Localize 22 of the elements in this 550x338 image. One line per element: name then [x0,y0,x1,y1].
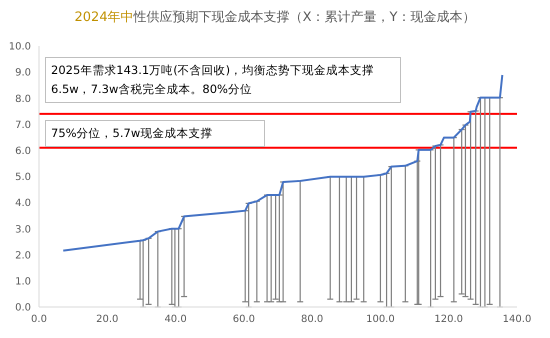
x-tick-label: 100.0 [366,314,395,326]
note-box: 2025年需求143.1万吨(不含回收)，均衡态势下现金成本支撑6.5w，7.3w含税完全成本。80%分位 [45,57,401,103]
x-tick-label: 20.0 [96,314,118,326]
y-tick-label: 7.0 [15,120,31,131]
chart-title: 2024年中性供应预期下现金成本支撑（X：累计产量，Y：现金成本） [74,9,476,26]
y-tick-label: 1.0 [15,276,31,288]
x-tick-label: 40.0 [164,314,187,326]
x-tick-label: 140.0 [502,314,532,326]
x-tick-label: 60.0 [232,314,255,326]
y-tick-label: 4.0 [15,198,31,210]
y-tick-label: 10.0 [8,42,31,53]
x-tick-label: 120.0 [434,314,464,326]
y-tick-label: 5.0 [15,172,31,184]
y-tick-label: 6.0 [15,146,31,157]
y-tick-label: 2.0 [15,250,31,262]
x-tick-label: 80.0 [301,314,324,326]
y-tick-label: 9.0 [15,68,31,79]
y-tick-label: 8.0 [15,94,31,105]
x-tick-label: 0.0 [31,314,47,326]
y-tick-label: 0.0 [15,302,31,314]
note-box: 75%分位，5.7w现金成本支撑 [45,120,265,147]
y-tick-label: 3.0 [15,224,31,236]
